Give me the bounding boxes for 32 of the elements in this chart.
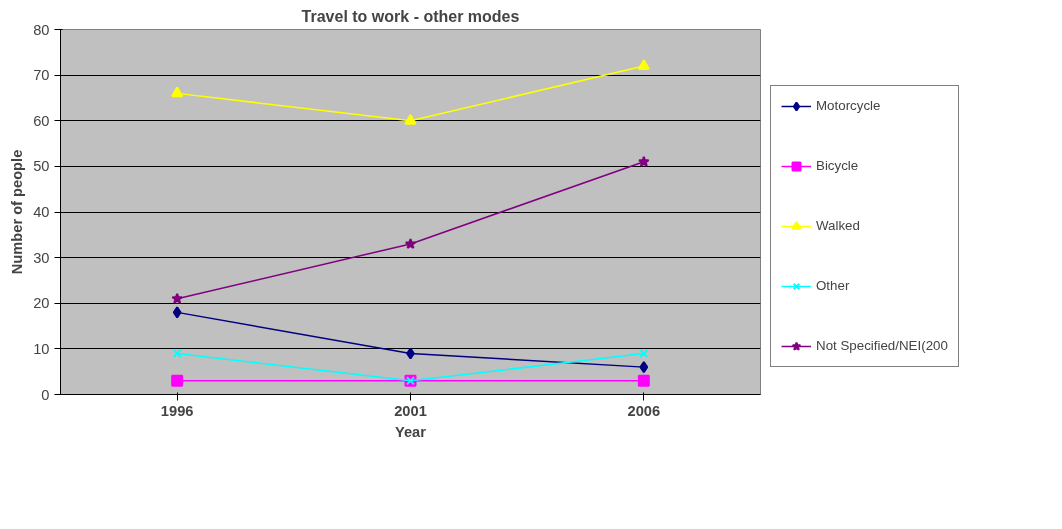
point — [639, 348, 649, 358]
point — [639, 361, 649, 374]
y-tick-label: 0 — [41, 386, 50, 403]
y-axis-title: Number of people — [9, 149, 26, 275]
point — [404, 113, 417, 125]
legend-label: Not Specified/NEI(200 — [816, 338, 948, 353]
legend-label: Other — [816, 278, 850, 293]
x-tick-label: 2001 — [394, 402, 427, 419]
y-tick-label: 20 — [33, 295, 50, 312]
point — [171, 86, 184, 98]
y-tick-label: 30 — [33, 249, 50, 266]
point — [172, 306, 182, 319]
legend-label: Walked — [816, 218, 860, 233]
point — [404, 237, 417, 249]
y-tick-label: 60 — [33, 112, 50, 129]
x-tick-label: 1996 — [160, 402, 194, 419]
y-tick-label: 40 — [33, 204, 50, 220]
point — [172, 348, 182, 358]
y-tick-label: 10 — [33, 340, 50, 357]
point — [638, 155, 650, 167]
legend-label: Motorcycle — [816, 98, 881, 113]
point — [171, 292, 183, 304]
point — [637, 59, 650, 70]
x-tick-label: 2006 — [627, 402, 661, 419]
y-tick-label: 80 — [33, 21, 50, 38]
point — [171, 374, 184, 387]
y-tick-label: 70 — [33, 67, 50, 84]
x-axis-title: Year — [395, 423, 427, 440]
legend-label: Bicycle — [816, 158, 859, 173]
chart-title: Travel to work - other modes — [301, 7, 520, 25]
y-tick-label: 50 — [33, 158, 50, 175]
point — [637, 374, 650, 387]
